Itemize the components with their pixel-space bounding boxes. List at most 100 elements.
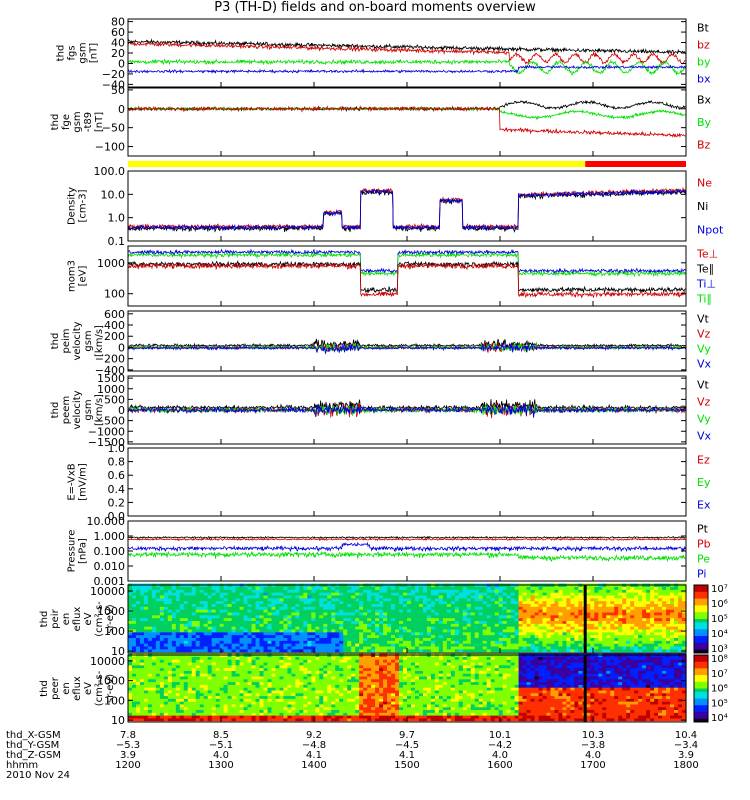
- spectrogram-cell: [339, 606, 344, 610]
- spectrogram-cell: [530, 645, 536, 650]
- spectrogram-cell: [259, 670, 265, 674]
- spectrogram-cell: [315, 673, 320, 677]
- spectrogram-cell: [323, 673, 328, 677]
- spectrogram-cell: [147, 589, 153, 593]
- spectrogram-cell: [275, 623, 281, 627]
- spectrogram-cell: [502, 603, 508, 607]
- spectrogram-cell: [466, 611, 472, 616]
- spectrogram-cell: [530, 614, 536, 619]
- spectrogram-cell: [478, 600, 484, 605]
- spectrogram-cell: [303, 673, 308, 677]
- spectrogram-cell: [558, 597, 564, 602]
- spectrogram-cell: [422, 589, 428, 593]
- spectrogram-cell: [319, 594, 324, 599]
- spectrogram-cell: [163, 715, 169, 719]
- spectrogram-cell: [482, 617, 488, 622]
- legend-3-2: Npot: [697, 223, 724, 236]
- spectrogram-cell: [650, 645, 655, 650]
- spectrogram-cell: [171, 717, 177, 722]
- spectrogram-cell: [239, 706, 245, 711]
- spectrogram-cell: [151, 594, 157, 599]
- spectrogram-cell: [339, 695, 344, 699]
- spectrogram-cell: [251, 611, 257, 616]
- spectrogram-cell: [682, 592, 687, 596]
- spectrogram-cell: [183, 712, 189, 716]
- spectrogram-cell: [618, 626, 623, 630]
- spectrogram-cell: [383, 597, 388, 602]
- spectrogram-cell: [670, 640, 675, 644]
- spectrogram-cell: [343, 648, 348, 653]
- spectrogram-cell: [247, 661, 253, 666]
- spectrogram-cell: [279, 631, 285, 636]
- spectrogram-cell: [183, 592, 189, 596]
- spectrogram-cell: [546, 606, 552, 610]
- spectrogram-cell: [379, 640, 384, 644]
- spectrogram-cell: [183, 600, 189, 605]
- spectrogram-cell: [275, 611, 281, 616]
- spectrogram-cell: [418, 640, 424, 644]
- colorbar-cell-9-2: [694, 591, 708, 596]
- spectrogram-cell: [554, 606, 560, 610]
- spectrogram-cell: [171, 715, 177, 719]
- y-tick-label-1-3: −100: [95, 141, 125, 154]
- spectrogram-cell: [147, 659, 153, 663]
- spectrogram-cell: [179, 673, 185, 677]
- spectrogram-cell: [179, 645, 185, 650]
- spectrogram-cell: [371, 623, 376, 627]
- spectrogram-cell: [323, 667, 328, 671]
- spectrogram-cell: [227, 659, 233, 663]
- spectrogram-cell: [279, 648, 285, 653]
- spectrogram-cell: [502, 626, 508, 630]
- spectrogram-cell: [227, 675, 233, 680]
- spectrogram-cell: [203, 600, 209, 605]
- spectrogram-cell: [375, 626, 380, 630]
- spectrogram-cell: [263, 709, 269, 713]
- spectrogram-cell: [458, 614, 464, 619]
- spectrogram-cell: [251, 614, 257, 619]
- spectrogram-cell: [131, 689, 137, 694]
- spectrogram-cell: [223, 687, 229, 691]
- spectrogram-cell: [526, 589, 532, 593]
- spectrogram-cell: [594, 586, 599, 590]
- spectrogram-cell: [363, 609, 368, 613]
- spectrogram-cell: [223, 606, 229, 610]
- spectrogram-cell: [211, 634, 217, 639]
- spectrogram-cell: [554, 614, 560, 619]
- spectrogram-cell: [375, 634, 380, 639]
- spectrogram-cell: [590, 597, 595, 602]
- spectrogram-cell: [410, 600, 416, 605]
- spectrogram-cell: [542, 586, 548, 590]
- spectrogram-cell: [343, 637, 348, 641]
- spectrogram-cell: [379, 643, 384, 647]
- spectrogram-cell: [207, 692, 213, 697]
- spectrogram-cell: [179, 659, 185, 663]
- spectrogram-cell: [514, 597, 520, 602]
- spectrogram-cell: [343, 603, 348, 607]
- spectrogram-cell: [315, 717, 320, 722]
- spectrogram-cell: [267, 715, 273, 719]
- spectrogram-cell: [642, 620, 647, 624]
- spectrogram-cell: [399, 609, 404, 613]
- spectrogram-cell: [602, 623, 607, 627]
- spectrogram-cell: [379, 589, 384, 593]
- spectrogram-cell: [247, 637, 253, 641]
- spectrogram-cell: [151, 678, 157, 683]
- spectrogram-cell: [239, 667, 245, 671]
- spectrogram-cell: [207, 597, 213, 602]
- spectrogram-cell: [231, 586, 237, 590]
- spectrogram-cell: [546, 648, 552, 653]
- spectrogram-cell: [255, 634, 261, 639]
- spectrogram-cell: [614, 634, 619, 639]
- spectrogram-cell: [618, 623, 623, 627]
- spectrogram-cell: [159, 675, 165, 680]
- spectrogram-cell: [299, 689, 304, 694]
- spectrogram-cell: [195, 673, 201, 677]
- spectrogram-cell: [271, 586, 277, 590]
- spectrogram-cell: [630, 611, 635, 616]
- spectrogram-cell: [267, 689, 273, 694]
- spectrogram-cell: [219, 611, 225, 616]
- y-axis-label-4-1: [eV]: [78, 266, 89, 287]
- spectrogram-cell: [195, 703, 201, 708]
- spectrogram-cell: [395, 589, 400, 593]
